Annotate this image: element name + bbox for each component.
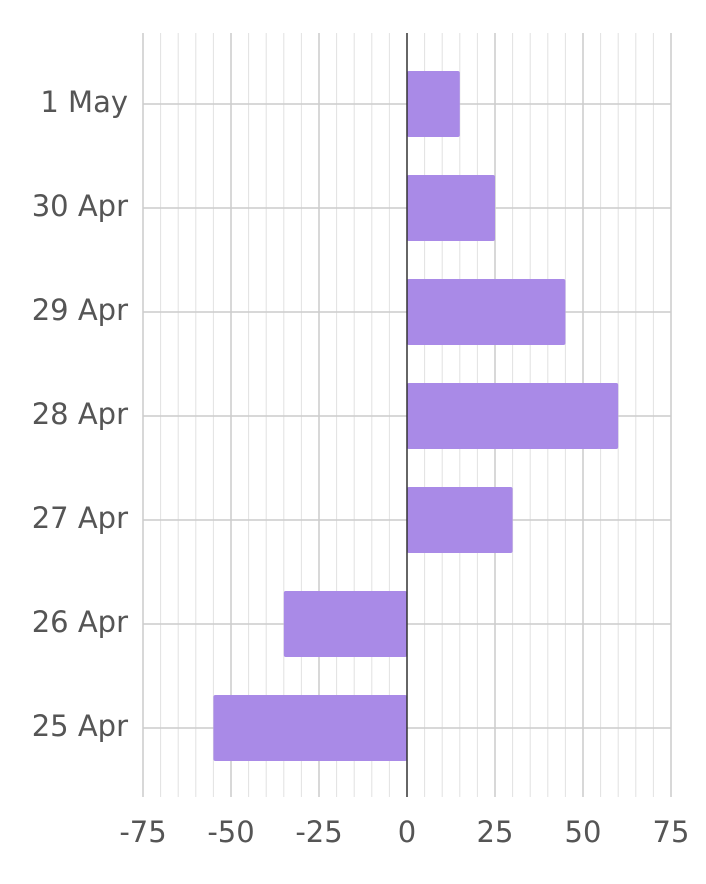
y-tick-label: 29 Apr [32,293,128,327]
bar-1-may [407,71,460,137]
y-tick-label: 30 Apr [32,189,128,223]
bar-30-apr [407,175,495,241]
y-tick-label: 28 Apr [32,397,128,431]
y-tick-label: 26 Apr [32,605,128,639]
x-tick-label: -25 [295,815,342,849]
x-tick-label: -50 [207,815,254,849]
y-tick-label: 25 Apr [32,709,128,743]
x-tick-label: 25 [477,815,514,849]
bar-26-apr [283,591,407,657]
x-tick-label: -75 [119,815,166,849]
bar-25-apr [213,695,407,761]
label-layer: 1 May 30 Apr 29 Apr 28 Apr 27 Apr 26 Apr 25 Ap… [32,85,690,849]
y-tick-label: 1 May [40,85,128,119]
bar-28-apr [407,383,619,449]
x-tick-label: 50 [565,815,602,849]
bar-29-apr [407,279,566,345]
x-tick-label: 0 [398,815,416,849]
bar-layer [213,71,619,761]
bar-27-apr [407,487,513,553]
y-tick-label: 27 Apr [32,501,128,535]
x-tick-label: 75 [653,815,690,849]
